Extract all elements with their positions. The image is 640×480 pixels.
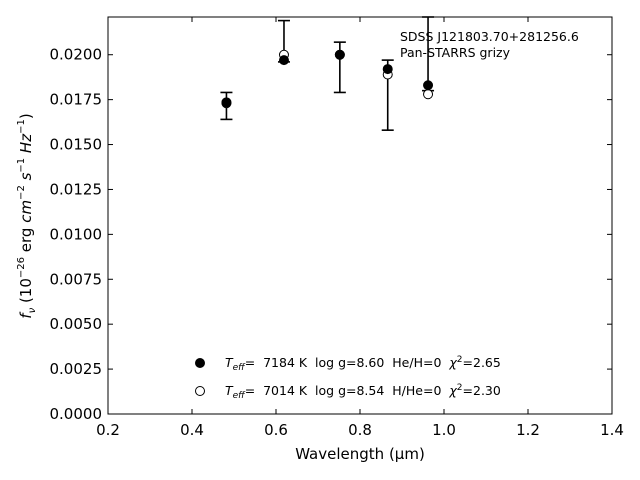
legend-entry-filled: Teff= 7184 K log g=8.60 He/H=0 χ2=2.65 [225, 355, 501, 373]
model-point-filled [221, 97, 232, 108]
data-points [221, 49, 434, 109]
legend-marker-filled [195, 358, 205, 368]
legend: Teff= 7184 K log g=8.60 He/H=0 χ2=2.65 T… [195, 355, 501, 401]
legend-entry-open: Teff= 7014 K log g=8.54 H/He=0 χ2=2.30 [225, 383, 501, 401]
y-tick-label: 0.0100 [50, 225, 103, 243]
y-tick-label: 0.0150 [50, 136, 103, 154]
axis-ticks: 0.2 0.4 0.6 0.8 1.0 1.2 1.4 0.0000 0.0025 0.0050 0… [50, 17, 624, 439]
x-tick-label: 0.8 [348, 421, 372, 439]
y-tick-label: 0.0200 [50, 46, 103, 64]
x-tick-label: 1.0 [432, 421, 456, 439]
plot-frame [107, 16, 613, 415]
y-axis-label: fν (10−26 erg cm−2 s−1 Hz−1) [16, 113, 38, 318]
annotation-survey: Pan-STARRS grizy [400, 45, 511, 60]
model-point-filled [382, 64, 393, 75]
x-tick-label: 1.2 [516, 421, 540, 439]
x-tick-label: 0.2 [96, 421, 120, 439]
y-tick-label: 0.0000 [50, 405, 103, 423]
y-tick-label: 0.0025 [50, 360, 103, 378]
x-axis-label: Wavelength (μm) [295, 445, 425, 463]
y-tick-label: 0.0125 [50, 180, 103, 198]
legend-marker-open [195, 386, 205, 396]
x-tick-label: 0.4 [180, 421, 204, 439]
y-tick-label: 0.0050 [50, 315, 103, 333]
annotation-object-name: SDSS J121803.70+281256.6 [400, 29, 579, 44]
model-point-filled [334, 49, 345, 60]
model-point-open [423, 89, 434, 100]
x-tick-label: 0.6 [264, 421, 288, 439]
model-point-filled [278, 55, 289, 66]
y-tick-label: 0.0175 [50, 91, 103, 109]
y-tick-label: 0.0075 [50, 270, 103, 288]
x-tick-label: 1.4 [600, 421, 624, 439]
model-point-filled [423, 80, 434, 91]
